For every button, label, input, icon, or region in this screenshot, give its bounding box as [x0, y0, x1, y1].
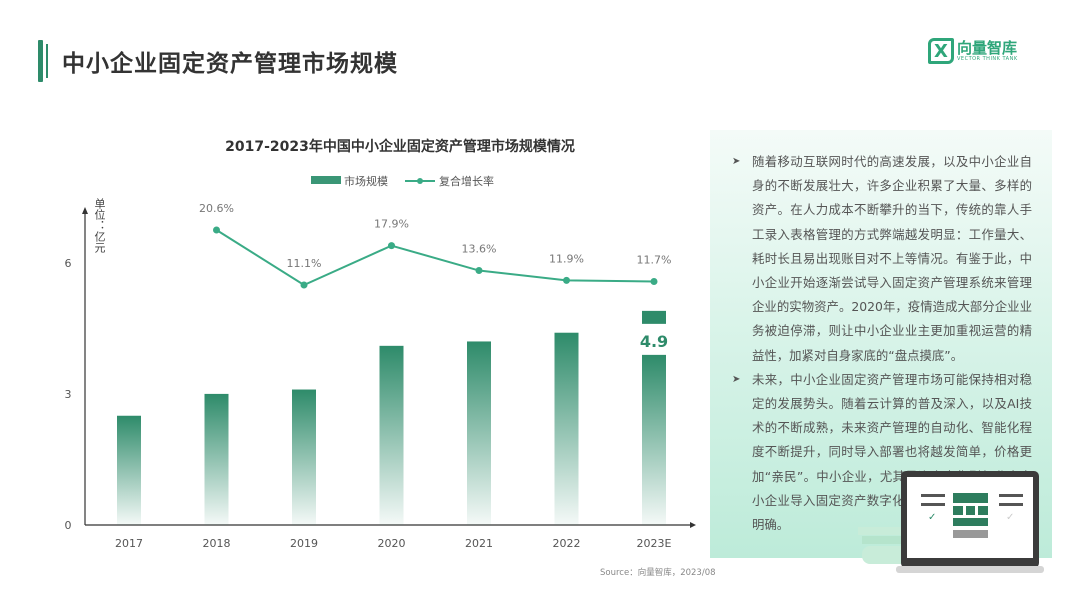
growth-point: [563, 276, 570, 284]
x-axis-arrow-icon: [690, 522, 696, 528]
bar: [554, 332, 579, 525]
growth-point: [650, 278, 658, 286]
arrow-bullet-icon: ➤: [732, 373, 741, 385]
logo: X 向量智库 VECTOR THINK TANK: [928, 38, 1018, 64]
growth-label: 13.6%: [462, 243, 497, 256]
bar: [379, 345, 404, 525]
bullet-item: ➤ 未来，中小企业固定资产管理市场可能保持相对稳定的发展势头。随着云计算的普及深…: [732, 368, 1032, 537]
logo-name-cn: 向量智库: [957, 39, 1018, 57]
legend-label: 复合增长率: [439, 174, 494, 188]
bar: [204, 393, 229, 525]
y-tick-label: 0: [65, 519, 72, 532]
laptop-base: [896, 566, 1044, 573]
chart-title: 2017-2023年中国中小企业固定资产管理市场规模情况: [225, 139, 575, 155]
source-note: Source：向量智库，2023/08: [600, 568, 716, 578]
bullet-text: 随着移动互联网时代的高速发展，以及中小企业自身的不断发展壮大，许多企业积累了大量…: [752, 154, 1032, 363]
growth-line: [215, 229, 655, 287]
y-axis-label: 单位：亿元: [93, 198, 106, 253]
bullet-item: ➤ 随着移动互联网时代的高速发展，以及中小企业自身的不断发展壮大，许多企业积累了…: [732, 150, 1032, 368]
page-title: 中小企业固定资产管理市场规模: [62, 51, 398, 77]
bullet-list: ➤ 随着移动互联网时代的高速发展，以及中小企业自身的不断发展壮大，许多企业积累了…: [732, 150, 1032, 537]
title-accent-bar-thin: [46, 44, 48, 78]
legend-swatch-bar: [311, 176, 341, 184]
growth-label: 11.1%: [287, 257, 322, 270]
x-tick-label: 2021: [465, 537, 493, 550]
growth-point: [388, 242, 395, 250]
bar: [292, 389, 316, 525]
arrow-bullet-icon: ➤: [732, 156, 741, 167]
growth-point: [213, 226, 220, 234]
y-axis-arrow-icon: [82, 207, 88, 214]
logo-x-icon: X: [928, 38, 954, 64]
growth-label: 20.6%: [199, 202, 234, 215]
bullet-text: 未来，中小企业固定资产管理市场可能保持相对稳定的发展势头。随着云计算的普及深入，…: [752, 371, 1032, 533]
x-tick-label: 2022: [553, 537, 581, 550]
bar: [642, 354, 666, 525]
x-tick-label: 2023E: [637, 537, 672, 550]
bar: [467, 341, 491, 525]
legend-label: 市场规模: [344, 174, 388, 188]
growth-point: [475, 267, 483, 275]
growth-label: 11.7%: [637, 254, 672, 267]
bar: [642, 310, 666, 324]
bar: [117, 415, 141, 525]
x-tick-label: 2020: [378, 537, 406, 550]
x-tick-label: 2019: [290, 537, 318, 550]
growth-label: 11.9%: [549, 252, 584, 265]
logo-name-en: VECTOR THINK TANK: [957, 56, 1018, 62]
growth-label: 17.9%: [374, 218, 409, 231]
chart: 0 3 6 2017 2018 2019 2020 2021 2022 4.9 2023E 20.6%…: [65, 174, 696, 550]
title-accent-bar: [38, 40, 43, 82]
y-tick-label: 3: [65, 388, 72, 401]
x-tick-label: 2017: [115, 537, 143, 550]
legend-swatch-point: [417, 178, 423, 184]
y-tick-label: 6: [65, 257, 72, 270]
bar-data-label: 4.9: [640, 332, 668, 351]
x-tick-label: 2018: [203, 537, 231, 550]
growth-point: [300, 281, 308, 289]
